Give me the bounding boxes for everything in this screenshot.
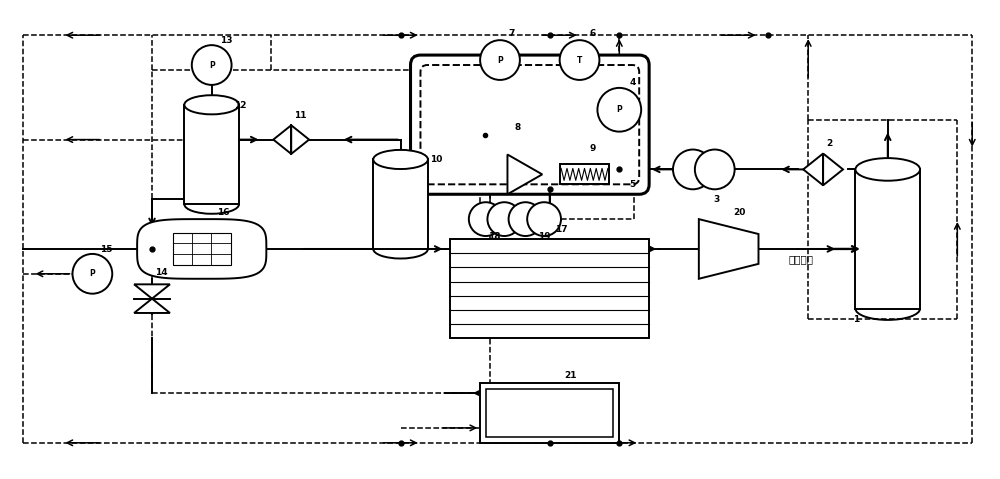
Bar <box>373 160 428 249</box>
Text: 18: 18 <box>488 232 501 241</box>
Circle shape <box>673 149 713 189</box>
Text: 7: 7 <box>508 29 514 38</box>
Circle shape <box>480 40 520 80</box>
Circle shape <box>487 202 521 236</box>
Text: 16: 16 <box>217 208 229 217</box>
Text: 13: 13 <box>220 36 232 45</box>
Circle shape <box>597 88 641 132</box>
Circle shape <box>72 254 112 294</box>
Text: 20: 20 <box>734 208 746 217</box>
Text: 排出大气: 排出大气 <box>788 254 813 264</box>
Text: T: T <box>577 56 582 65</box>
FancyBboxPatch shape <box>411 55 649 194</box>
Text: 8: 8 <box>515 123 521 132</box>
Text: 1: 1 <box>853 315 860 323</box>
Polygon shape <box>134 298 170 313</box>
Text: 21: 21 <box>565 371 577 380</box>
Circle shape <box>192 45 232 85</box>
Polygon shape <box>507 155 542 194</box>
Circle shape <box>469 202 503 236</box>
Bar <box>480 383 619 443</box>
Text: 10: 10 <box>430 156 442 164</box>
Circle shape <box>509 202 542 236</box>
Text: 12: 12 <box>234 101 247 110</box>
Text: P: P <box>209 60 215 69</box>
Text: 3: 3 <box>714 195 720 204</box>
Polygon shape <box>134 285 170 298</box>
Ellipse shape <box>855 158 920 181</box>
Polygon shape <box>823 153 843 185</box>
Text: 4: 4 <box>629 78 636 87</box>
Text: 5: 5 <box>629 180 635 189</box>
Text: 6: 6 <box>589 29 596 38</box>
Polygon shape <box>137 219 266 279</box>
Ellipse shape <box>373 150 428 169</box>
Bar <box>855 170 920 308</box>
Bar <box>184 105 239 204</box>
Bar <box>486 389 613 437</box>
Ellipse shape <box>184 95 239 114</box>
Text: P: P <box>616 105 622 114</box>
Circle shape <box>527 202 561 236</box>
Polygon shape <box>273 125 291 154</box>
Bar <box>560 164 609 184</box>
Text: P: P <box>497 56 503 65</box>
Text: 2: 2 <box>826 138 832 148</box>
Text: 11: 11 <box>294 111 307 120</box>
Text: 15: 15 <box>100 245 113 254</box>
Text: 19: 19 <box>538 232 550 241</box>
Circle shape <box>695 149 735 189</box>
Polygon shape <box>803 153 823 185</box>
Circle shape <box>560 40 599 80</box>
Bar <box>173 232 231 265</box>
Text: 17: 17 <box>555 225 567 234</box>
Polygon shape <box>699 219 758 279</box>
Text: 9: 9 <box>589 144 596 152</box>
Bar <box>450 239 649 339</box>
Text: P: P <box>90 269 95 278</box>
Text: 14: 14 <box>155 268 168 277</box>
Polygon shape <box>291 125 309 154</box>
